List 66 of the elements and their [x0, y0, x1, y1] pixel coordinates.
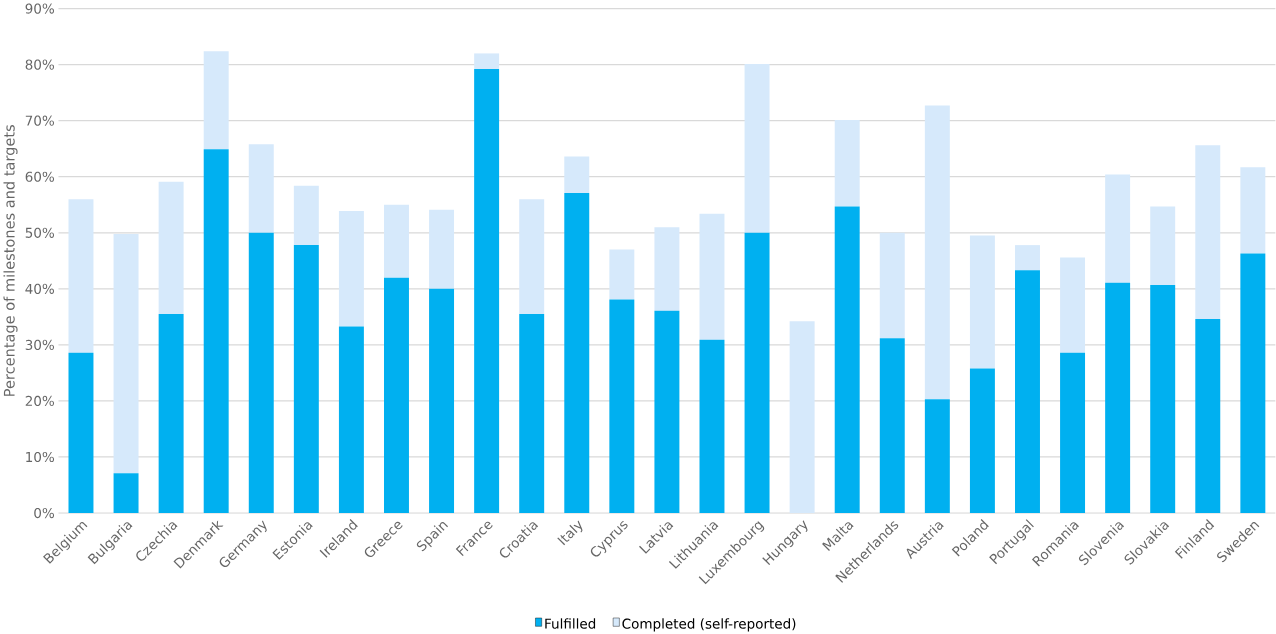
bar — [564, 156, 590, 193]
bar — [474, 68, 500, 513]
bar — [654, 310, 680, 513]
bar — [338, 326, 364, 513]
bar — [924, 399, 950, 513]
bar — [789, 321, 815, 513]
bar — [969, 235, 995, 369]
bar — [293, 244, 319, 513]
bar — [203, 51, 229, 150]
bar — [879, 338, 905, 513]
y-tick-label: 50% — [25, 227, 55, 238]
legend-label: Fulfilled — [545, 618, 596, 629]
y-tick-label: 10% — [26, 451, 55, 462]
y-axis-title: Percentage of milestones and targets — [3, 124, 18, 396]
bar — [1060, 352, 1086, 513]
bar — [654, 227, 680, 311]
bar — [1105, 282, 1131, 513]
bar — [158, 181, 184, 314]
bar — [969, 368, 995, 513]
bar — [474, 53, 500, 69]
y-tick-label: 60% — [25, 171, 55, 182]
y-tick-label: 30% — [25, 339, 55, 350]
bar — [113, 233, 139, 474]
bar — [519, 199, 545, 314]
bar — [293, 185, 319, 245]
bar — [609, 299, 635, 513]
y-tick-label: 40% — [25, 283, 55, 294]
bar — [924, 105, 950, 400]
bar — [338, 210, 364, 327]
bar — [248, 144, 274, 233]
bar — [248, 232, 274, 513]
bar — [744, 232, 770, 513]
bar — [1105, 174, 1131, 283]
y-tick-label: 80% — [25, 59, 55, 70]
bar — [384, 204, 409, 278]
y-tick-label: 70% — [25, 115, 55, 126]
bar — [429, 209, 455, 289]
bar — [203, 149, 229, 513]
bar — [834, 206, 860, 513]
bar — [429, 288, 455, 513]
bar — [1060, 257, 1086, 353]
y-tick-label: 20% — [25, 395, 55, 406]
bar — [1015, 270, 1040, 513]
bar — [384, 277, 409, 513]
bar — [113, 473, 139, 513]
bar — [519, 313, 545, 513]
y-tick-label: 90% — [25, 3, 55, 14]
bar — [879, 232, 905, 339]
bar — [1015, 244, 1040, 271]
bar — [699, 339, 725, 513]
legend-label: Completed (self-reported) — [622, 618, 796, 632]
bar — [564, 192, 590, 513]
bar — [68, 352, 94, 513]
bar — [834, 119, 860, 207]
bar — [158, 313, 184, 513]
bar — [744, 63, 770, 233]
bar — [1150, 206, 1176, 285]
bar — [1240, 253, 1266, 513]
bar — [1195, 318, 1221, 513]
bar — [1195, 145, 1221, 319]
bar — [68, 199, 94, 353]
bar — [1240, 167, 1266, 254]
y-tick-label: 0% — [34, 507, 55, 519]
bar — [1150, 284, 1176, 513]
bar — [699, 213, 725, 340]
bar — [609, 249, 635, 300]
